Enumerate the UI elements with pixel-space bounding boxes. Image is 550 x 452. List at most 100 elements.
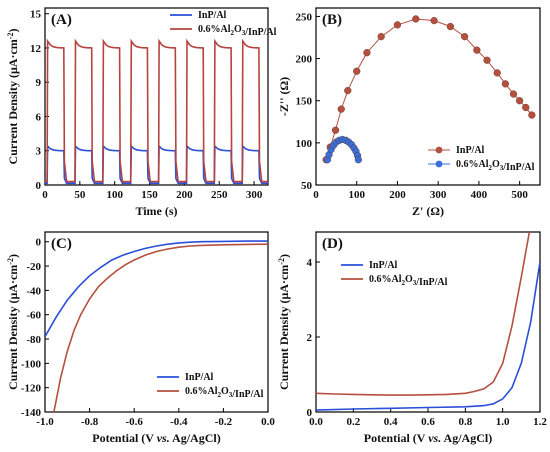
y-tick-label: 0 [307,407,313,419]
x-tick-label: 0 [42,189,48,201]
x-tick-label: 1.0 [496,416,510,428]
y-axis-label: Current Density (μA·cm-2) [6,29,20,165]
plot-frame [44,7,269,186]
y-tick-label: 15 [30,9,42,21]
data-area [316,232,540,411]
y-tick-label: 50 [301,180,313,192]
legend-label: 0.6%Al2O3/InP/Al [185,386,264,400]
x-tick-label: -0.6 [125,416,143,428]
series-line-1 [45,144,268,185]
x-tick-label: 0.2 [346,416,360,428]
data-point [501,80,509,88]
y-axis-label: Current Density (μA·cm-2) [277,254,291,390]
x-tick-label: 0.0 [261,416,275,428]
x-tick-label: 0 [313,189,319,201]
x-axis-label: Z' (Ω) [412,204,444,218]
x-tick-label: -0.4 [170,416,188,428]
data-area [45,38,268,185]
data-point [363,49,371,57]
data-point [430,17,438,25]
x-tick-label: 250 [211,189,228,201]
y-tick-label: -80 [26,334,41,346]
x-tick-label: 200 [389,189,406,201]
data-point [393,21,402,29]
data-point [331,126,340,134]
plot-frame [315,231,541,413]
legend-label: InP/Al [369,260,398,271]
y-tick-label: 100 [296,138,313,150]
y-tick-label: -60 [26,310,41,322]
y-tick-label: 4 [307,257,313,269]
panel-label: (A) [51,12,72,28]
series-line-2 [45,38,268,183]
legend-label: 0.6%Al2O3/InP/Al [369,274,448,288]
panel-a: 0 50 100 150 200 250 300 0 3 6 9 12 15 Time (s) Curren… [6,7,277,218]
x-tick-label: 0.0 [309,416,323,428]
x-tick-label: 0.4 [384,416,398,428]
legend-marker [435,146,443,154]
y-axis-label: Current Density (μA·cm-2) [6,254,20,390]
panel-c: -1.0 -0.8 -0.6 -0.4 -0.2 0.0 0 -20 -40 -60 -80 -100… [6,231,275,445]
panel-label: (B) [322,12,342,28]
x-tick-label: 400 [471,189,488,201]
y-tick-label: 9 [36,77,42,89]
x-tick-label: 300 [430,189,447,201]
data-point [522,103,530,112]
legend-marker [435,160,443,168]
data-area [322,15,536,164]
legend-label: 0.6%Al2O3/InP/Al [198,24,277,38]
panel-label: (C) [51,236,72,252]
y-tick-label: 0 [36,180,42,192]
series-line-2 [53,243,268,412]
data-point [483,56,491,64]
data-point [528,111,536,119]
y-tick-label: 200 [296,54,313,66]
y-tick-label: 3 [36,146,42,158]
plot-frame [315,7,541,186]
y-tick-label: 250 [296,11,313,23]
x-tick-label: 500 [511,189,528,201]
series-line-2 [316,232,531,396]
y-tick-label: 2 [307,332,313,344]
x-tick-label: -1.0 [36,416,54,428]
x-tick-label: 100 [348,189,365,201]
x-tick-label: 0.8 [458,416,472,428]
x-axis-label: Time (s) [135,204,177,218]
x-tick-label: 100 [106,189,123,201]
y-tick-label: 12 [30,43,42,55]
y-tick-label: -100 [21,358,42,370]
x-tick-label: 1.2 [533,416,547,428]
y-tick-label: 6 [36,111,42,123]
x-tick-label: 50 [74,189,86,201]
panel-label: (D) [322,236,343,252]
data-point [377,33,385,41]
panel-b: 0 100 200 300 400 500 50 100 150 200 250 Z' (Ω) -Z''… [277,7,541,218]
y-tick-label: 0 [36,237,42,249]
y-tick-label: -140 [21,407,42,419]
x-axis-label: Potential (V vs. Ag/AgCl) [364,431,492,445]
y-tick-label: -120 [21,383,42,395]
data-point [446,22,455,31]
legend-label: InP/Al [456,145,485,156]
data-point [353,67,361,75]
x-tick-label: -0.2 [215,416,233,428]
x-tick-label: -0.8 [81,416,99,428]
legend-label: 0.6%Al2O3/InP/Al [456,159,535,173]
data-point [473,46,481,54]
x-tick-label: 0.6 [421,416,435,428]
data-point [509,90,518,98]
legend-label: InP/Al [198,10,227,21]
data-point [344,86,352,95]
data-point [412,15,420,23]
plot-frame [44,231,269,413]
panel-d: 0.0 0.2 0.4 0.6 0.8 1.0 1.2 0 2 4 Potential (V vs.… [277,231,547,445]
y-axis-label: -Z'' (Ω) [277,77,291,116]
data-point [337,105,345,113]
series-line-1 [325,18,533,160]
y-tick-label: 150 [296,96,313,108]
x-tick-label: 200 [176,189,193,201]
legend-label: InP/Al [185,372,214,383]
series-line-1 [316,261,540,411]
data-point [354,156,362,164]
